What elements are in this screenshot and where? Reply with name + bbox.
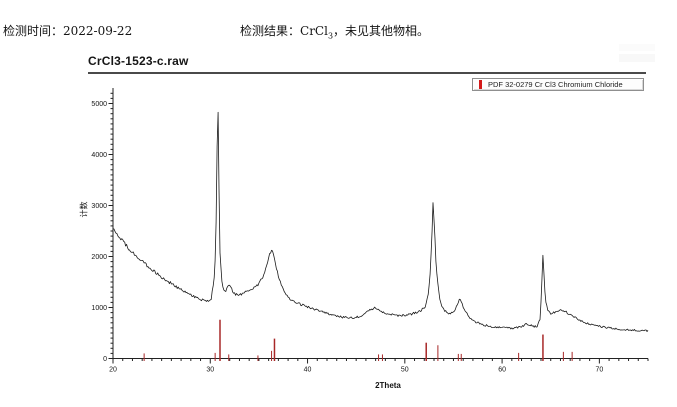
y-axis-title: 计数 [79,201,89,218]
test-result-label: 检测结果： [240,24,301,38]
svg-text:1000: 1000 [91,305,107,312]
legend-box: PDF 32-0279 Cr Cl3 Chromium Chloride [472,78,644,91]
x-axis-title: 2Theta [375,381,401,390]
svg-text:40: 40 [304,367,312,374]
window-artifact [619,44,655,62]
svg-text:50: 50 [401,367,409,374]
svg-text:5000: 5000 [91,101,107,108]
test-result-formula: CrCl [300,24,328,38]
test-result-formula-subscript: 3 [327,31,334,41]
svg-text:0: 0 [103,356,107,363]
chart-title: CrCl3-1523-c.raw [88,54,189,68]
svg-text:3000: 3000 [91,203,107,210]
test-time-label: 检测时间： [3,24,64,38]
legend-label: PDF 32-0279 Cr Cl3 Chromium Chloride [488,80,623,89]
svg-text:60: 60 [498,367,506,374]
svg-text:4000: 4000 [91,152,107,159]
title-underline [88,72,646,74]
test-result-note: ，未见其他物相。 [333,24,430,38]
test-time-value: 2022-09-22 [63,24,133,38]
header-test-time: 检测时间：2022-09-22 [3,22,132,39]
svg-text:30: 30 [206,367,214,374]
svg-text:70: 70 [595,367,603,374]
svg-text:2000: 2000 [91,254,107,261]
reference-line-marker-icon [479,80,482,89]
svg-text:20: 20 [109,367,117,374]
header-test-result: 检测结果：CrCl3，未见其他物相。 [240,22,429,40]
